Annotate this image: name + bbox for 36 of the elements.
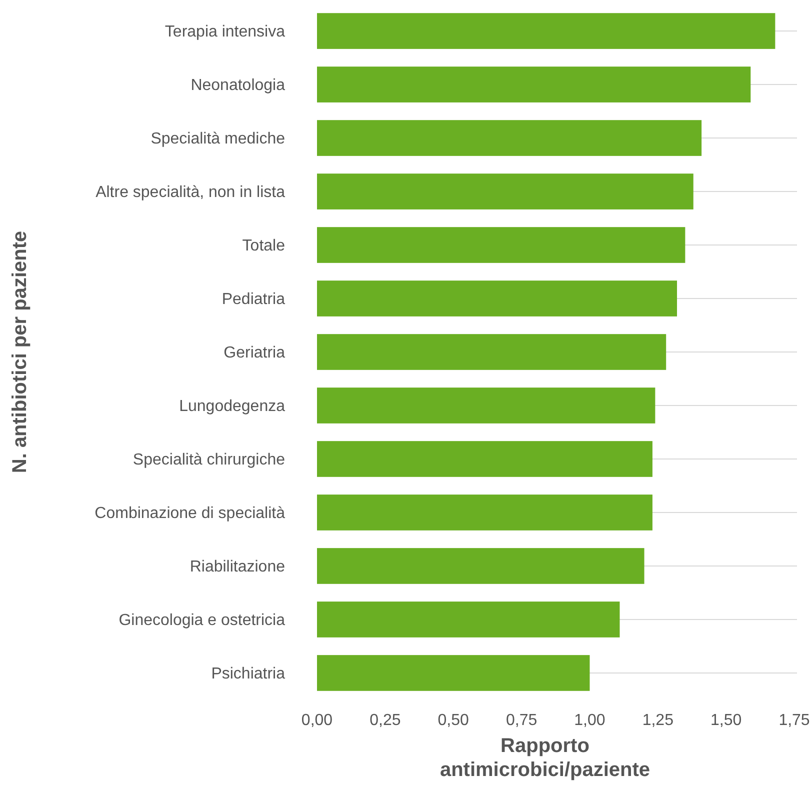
x-tick-label: 1,50 <box>710 712 742 729</box>
y-tick-label: Pediatria <box>222 291 286 308</box>
bar <box>317 548 644 584</box>
y-tick-label: Psichiatria <box>211 666 286 683</box>
bar <box>317 494 652 530</box>
y-tick-label: Neonatologia <box>190 77 286 94</box>
bar <box>317 441 652 477</box>
x-tick-label: 0,75 <box>506 712 538 729</box>
bar <box>317 280 677 316</box>
bar <box>317 13 776 49</box>
y-tick-label: Altre specialità, non in lista <box>96 184 286 202</box>
bar <box>317 602 620 638</box>
bar <box>317 227 686 263</box>
bar <box>317 120 702 156</box>
x-tick-label: 1,00 <box>574 712 606 729</box>
y-tick-label: Specialità chirurgiche <box>132 452 286 469</box>
bar <box>317 66 751 102</box>
x-axis-title: Rapporto antimicrobici/paziente <box>440 735 650 781</box>
x-tick-label: 0,50 <box>438 712 470 729</box>
x-tick-label: 1,75 <box>778 712 810 729</box>
bar <box>317 334 666 370</box>
y-tick-label: Combinazione di specialità <box>94 505 286 522</box>
y-tick-label: Totale <box>242 238 286 255</box>
bar <box>317 388 656 424</box>
x-tick-label: 0,00 <box>301 712 333 729</box>
x-tick-label: 0,25 <box>370 712 401 729</box>
y-tick-label: Geriatria <box>224 344 286 362</box>
y-tick-label: Terapia intensiva <box>164 24 286 41</box>
y-tick-label: Lungodegenza <box>179 398 286 416</box>
y-axis-title: N. antibiotici per paziente <box>9 230 31 474</box>
y-tick-label: Specialità mediche <box>150 130 286 148</box>
bar <box>317 655 590 691</box>
bar <box>317 174 694 210</box>
y-tick-label: Ginecologia e ostetricia <box>118 612 286 630</box>
x-tick-label: 1,25 <box>642 712 674 729</box>
y-tick-label: Riabilitazione <box>190 558 286 576</box>
